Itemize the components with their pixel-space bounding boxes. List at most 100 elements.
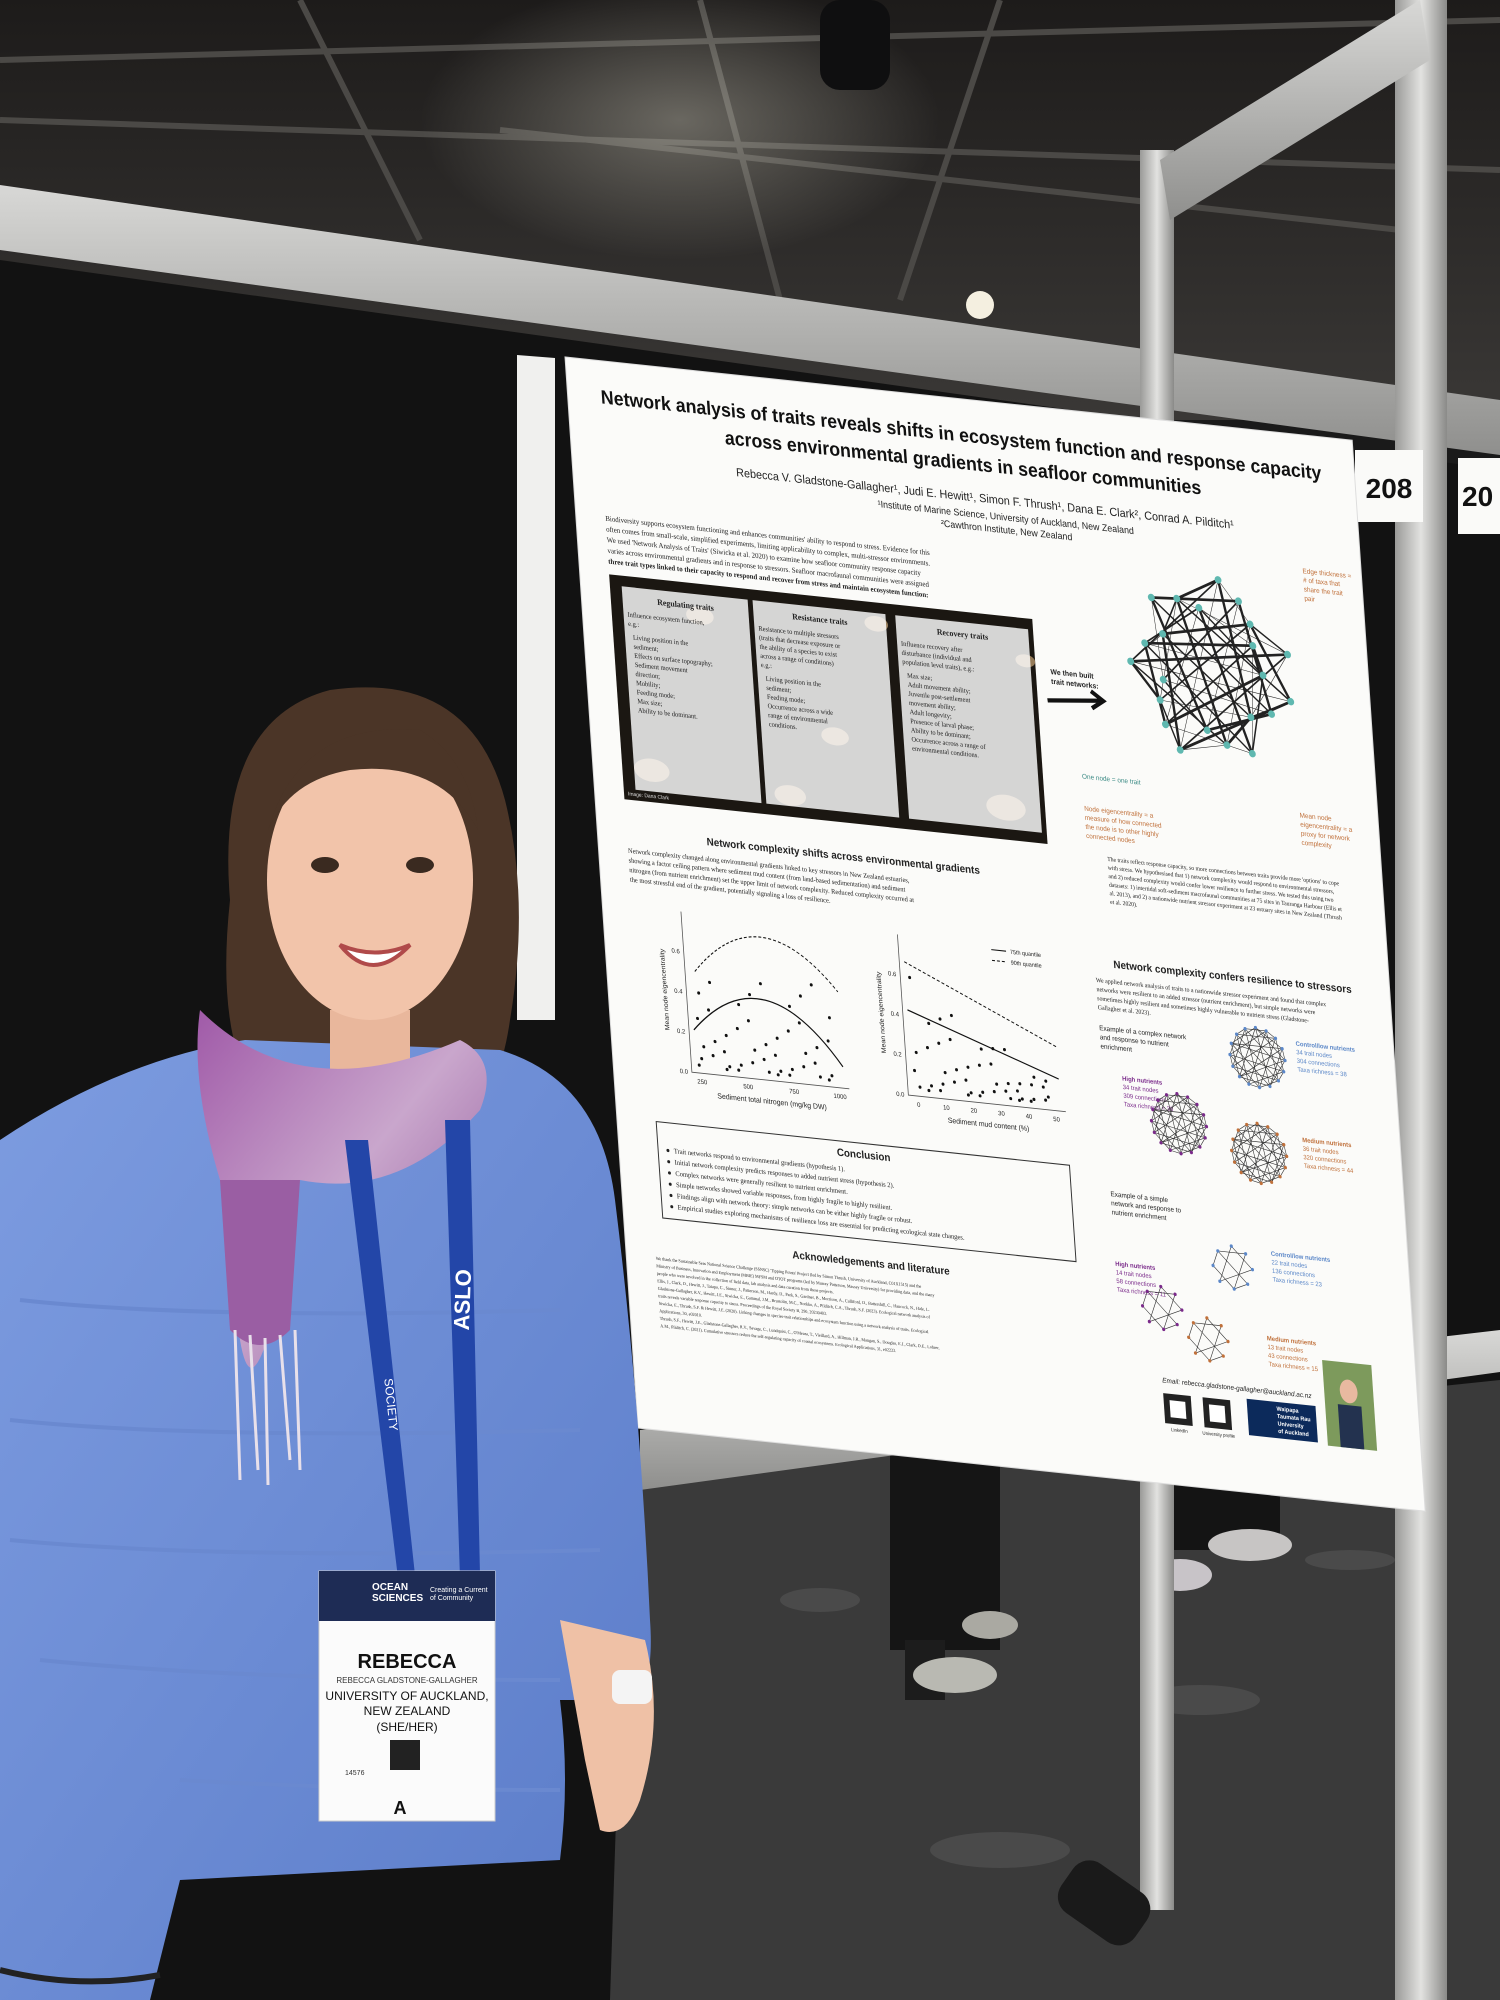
mini-network-node [1229,1041,1233,1046]
scatter-dot [827,1016,831,1020]
scatter-dot [697,1063,701,1067]
mini-network-edge [1239,1076,1270,1087]
mini-network-node [1145,1289,1149,1294]
scatter-dot [739,1063,743,1067]
mini-network-node [1229,1244,1233,1248]
network-edge [1144,607,1200,644]
mini-network-node [1216,1249,1220,1253]
mini-network-node [1253,1025,1258,1030]
mini-network-edge [1232,1066,1279,1082]
scatter-dot [764,1043,768,1047]
mini-network-node [1248,1178,1253,1182]
network-edge [1162,600,1240,681]
qr-label: LinkedIn [1171,1427,1188,1434]
scatter-dot [773,1053,777,1057]
network-edge [1159,699,1181,751]
network-edge [1175,598,1229,746]
network-label: complexity [1301,840,1332,851]
trait-box-item: Feeding mode; [636,689,675,700]
trait-box [621,586,762,804]
mini-network-edge [1265,1030,1279,1081]
scatter-dot [969,1091,973,1095]
group-label: 22 trait nodes [1271,1259,1307,1270]
mini-network-node [1244,1252,1248,1256]
mini-network-edge [1154,1104,1198,1133]
x-tick-label: 1000 [833,1093,847,1102]
scatter-dot [943,1070,947,1075]
network-node [1249,641,1257,650]
network-node [1203,726,1211,734]
mini-network-node [1205,1316,1209,1320]
mini-network-edge [1232,1123,1258,1140]
lanyard [345,1140,415,1578]
mini-network-edge [1256,1123,1272,1183]
badge-qr [390,1740,420,1770]
mini-network-node [1203,1136,1207,1140]
scatter-dot [702,1045,706,1049]
mini-network-edge [1209,1325,1222,1361]
mini-network-edge [1269,1048,1283,1087]
mini-network-edge [1157,1100,1171,1151]
scatter-dot [1015,1089,1019,1093]
scatter-dot [725,1067,729,1072]
trait-box-item: direction; [635,671,660,681]
scatter-dot [788,1004,791,1008]
network-edge [1163,679,1272,715]
trait-box-item: sediment; [766,685,791,695]
mini-network-edge [1231,1150,1235,1163]
mini-network-node [1268,1084,1272,1089]
scatter-dot [830,1074,834,1078]
trait-box-item: Feeding mode; [767,694,806,705]
scatter-dot [788,1073,792,1077]
mini-network-edge [1152,1109,1207,1127]
scatter-dot [1032,1097,1036,1102]
logo-text: Taumata Rau [1277,1414,1311,1424]
network-label: Mean node [1299,812,1332,823]
network-edge [1130,653,1288,663]
mini-network-edge [1199,1137,1206,1148]
badge-tagline: of Community [430,1595,474,1602]
scatter-dot [1006,1081,1010,1086]
mini-network-edge [1187,1097,1201,1147]
network-node [1259,671,1267,680]
network-edge [1144,642,1253,755]
mini-network-edge [1236,1028,1246,1035]
trait-box-text: e.g.: [628,621,640,629]
scatter-dot [913,1068,917,1073]
network-edge [1179,579,1219,751]
mini-network-edge [1234,1133,1278,1163]
mini-network-node [1246,1282,1250,1286]
mini-network-node [1259,1181,1263,1186]
mini-network-node [1151,1107,1155,1112]
trait-box [895,615,1042,833]
scatter-dot [737,1002,741,1007]
network-edge [1176,598,1288,655]
scatter-dot [1030,1083,1033,1087]
group-label: 34 trait nodes [1123,1084,1159,1095]
mini-network-edge [1160,1142,1192,1153]
mini-network-node [1285,1154,1289,1159]
network-label: pair [1304,595,1316,603]
mini-network-edge [1233,1253,1246,1290]
y-tick-label: 0.6 [671,947,680,955]
network-node [1223,741,1231,749]
mini-network-edge [1234,1161,1281,1177]
mini-network-edge [1234,1161,1251,1181]
group-label: 43 connections [1268,1352,1308,1363]
network-edge [1216,579,1253,718]
network-node [1156,696,1164,704]
mini-network-node [1173,1292,1177,1297]
scatter-dot [786,1029,790,1033]
scatter-dot [707,1008,711,1012]
qr-code-inner [1169,1400,1187,1419]
mini-network-edge [1163,1294,1176,1330]
mini-network-node [1239,1170,1243,1175]
mini-network-node [1273,1036,1278,1041]
mini-network-node [1175,1091,1179,1096]
scatter-dot [952,1080,956,1084]
face [267,740,473,1020]
mini-network-node [1211,1263,1215,1268]
scatter-dot [762,1057,766,1062]
mini-network-edge [1166,1094,1188,1098]
smile [338,943,412,967]
